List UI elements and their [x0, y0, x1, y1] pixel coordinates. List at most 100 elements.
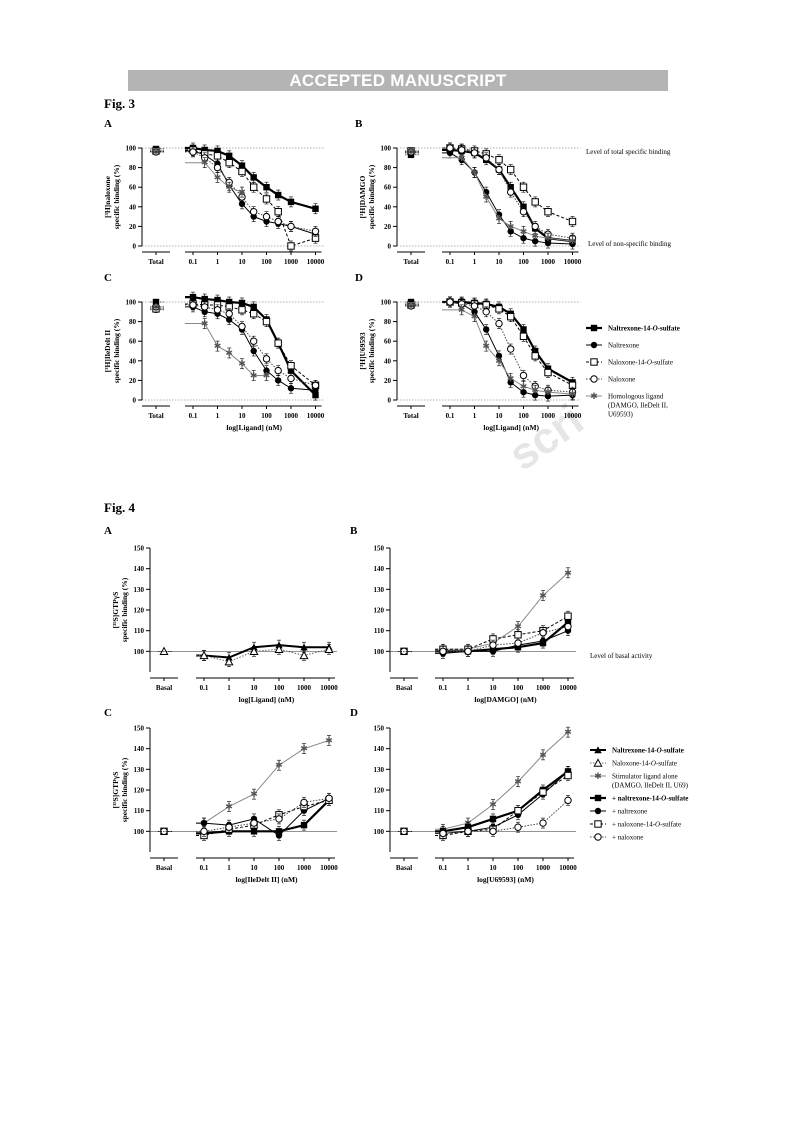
legend-fig4-item-6: + naloxone — [590, 833, 643, 842]
y-tick-label: 40 — [129, 357, 137, 365]
data-point — [520, 388, 527, 396]
y-tick-label: 100 — [374, 648, 385, 656]
data-point — [439, 647, 447, 656]
data-point: ✱ — [458, 305, 466, 315]
legend-fig4-item-0: Naltrexone-14-O-sulfate — [590, 746, 684, 755]
series-naloxone — [405, 142, 577, 244]
data-point: ✱ — [569, 389, 577, 399]
legend-marker — [590, 341, 598, 349]
data-point — [300, 798, 308, 807]
panel-letter: A — [104, 525, 112, 537]
y-tick-label: 40 — [384, 203, 392, 211]
data-point — [299, 650, 309, 660]
data-point — [201, 295, 208, 303]
y-tick-label: 110 — [374, 807, 385, 815]
legend-marker — [594, 794, 602, 802]
series-naloxone — [398, 795, 572, 839]
y-tick-label: 140 — [374, 745, 385, 753]
legend-label: + naltrexone — [612, 808, 647, 816]
legend-fig4-item-5: + naloxone-14-O-sulfate — [590, 820, 681, 829]
data-point: ✱ — [482, 341, 490, 351]
series-naltrexone-14-o-sulfate — [398, 617, 572, 657]
data-point — [520, 326, 527, 333]
series-homologous-ligand: ✱✱✱✱ ✱ — [150, 147, 246, 198]
y-tick-label: 60 — [384, 338, 392, 346]
data-point — [250, 303, 257, 311]
x-tick-label: 0.1 — [200, 684, 209, 692]
data-point — [464, 827, 472, 836]
data-point — [514, 823, 522, 831]
data-point — [238, 167, 246, 176]
x-tick-label: 100 — [513, 684, 524, 692]
data-point — [274, 217, 282, 226]
data-point — [564, 771, 572, 780]
chart-panel-3a: A 0 20 40 60 80 100 [³H]naloxone specific bindin… — [103, 118, 325, 266]
x-tick-label-total: Total — [403, 412, 418, 420]
series-naloxone — [158, 792, 333, 837]
data-point — [470, 302, 479, 310]
x-tick-label: 1 — [227, 864, 231, 872]
data-point — [274, 644, 284, 653]
legend-fig4-item-3: + naltrexone-14-O-sulfate — [590, 795, 688, 803]
x-tick-label: 0.1 — [446, 258, 455, 266]
data-point: ✱ — [471, 168, 479, 178]
legend-marker — [590, 375, 598, 383]
legend-label: Naloxone-14-O-sulfate — [608, 359, 673, 367]
legend-label: Naltrexone — [608, 342, 639, 350]
series-naltrexone-14-o-sulfate — [405, 144, 576, 247]
legend-fig4-item-4: + naltrexone — [590, 808, 647, 816]
data-point — [238, 299, 246, 307]
y-tick-label: 100 — [134, 828, 145, 836]
data-point — [312, 205, 319, 212]
data-point — [262, 195, 271, 203]
data-point: ✱ — [507, 373, 515, 383]
legend-label: Naltrexone-14-O-sulfate — [608, 325, 680, 333]
x-tick-label: 1 — [466, 864, 470, 872]
legend-label-italic: O — [657, 747, 662, 755]
legend-fig3-item-1: Naltrexone — [586, 342, 639, 350]
legend-marker — [590, 358, 598, 366]
y-tick-label: 110 — [134, 627, 145, 635]
accepted-manuscript-banner: ACCEPTED MANUSCRIPT — [128, 70, 668, 91]
y-tick-label: 20 — [129, 223, 137, 231]
legend-label-main: + naloxone-14- — [612, 821, 656, 829]
data-point — [200, 827, 208, 836]
data-point — [506, 313, 515, 321]
data-point — [275, 815, 283, 823]
data-point — [564, 622, 572, 631]
x-tick-label: 0.1 — [200, 864, 209, 872]
data-point — [539, 819, 547, 827]
x-tick-label: 1000 — [541, 412, 556, 420]
data-point — [238, 162, 246, 169]
y-axis-label-line2: specific binding (%) — [367, 164, 376, 229]
x-tick-label: 1 — [466, 684, 470, 692]
data-point — [200, 303, 209, 311]
legend-label-tail: -sulfate — [658, 325, 680, 333]
legend-label-tail: -sulfate — [652, 359, 673, 367]
data-point — [249, 208, 258, 216]
data-point — [225, 316, 233, 323]
data-point — [531, 222, 539, 231]
y-tick-label: 100 — [126, 145, 137, 153]
data-point: ✱ — [482, 192, 490, 202]
data-point: ✱ — [564, 727, 572, 737]
data-point — [489, 827, 497, 836]
data-point — [250, 828, 258, 835]
series-naltrexone — [398, 766, 572, 839]
y-tick-label: 20 — [384, 223, 392, 231]
data-point: ✱ — [544, 233, 552, 243]
y-axis-label-line1: [³H]DAMGO — [358, 176, 367, 219]
data-point — [287, 362, 295, 370]
data-point — [506, 188, 515, 196]
data-point — [199, 650, 209, 660]
legend-label-italic: O — [647, 359, 652, 367]
data-point — [514, 631, 522, 639]
y-tick-label: 100 — [381, 145, 392, 153]
data-point — [544, 208, 552, 216]
x-tick-label: 0.1 — [439, 864, 448, 872]
series-curve — [435, 630, 569, 654]
legend-label-main: Naloxone — [608, 376, 635, 384]
